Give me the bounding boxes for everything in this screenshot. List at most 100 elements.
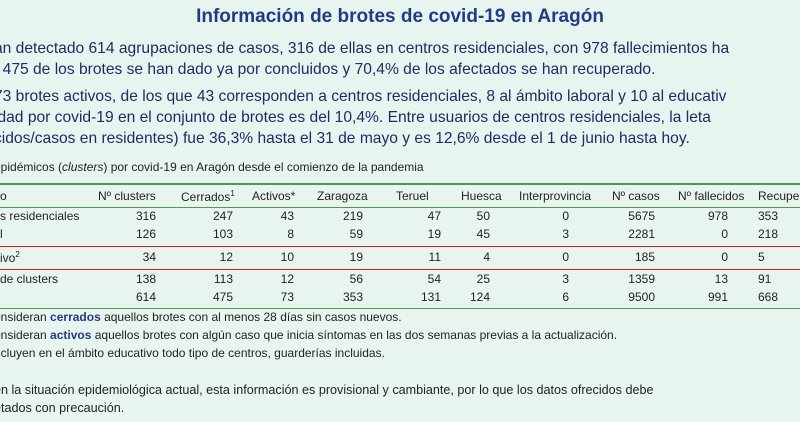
cell-zaragoza: 59 — [349, 227, 363, 241]
table-bottom-rule — [0, 308, 800, 309]
page-title: Información de brotes de covid-19 en Ara… — [196, 6, 604, 27]
header-huesca: Huesca — [461, 189, 502, 203]
disclaimer: en la situación epidemiológica actual, e… — [0, 381, 653, 417]
intro-line: . 475 de los brotes se han dado ya por c… — [0, 61, 656, 78]
cell-interprovincia: 3 — [562, 227, 569, 241]
cell-cerrados: 247 — [212, 209, 233, 223]
cell-casos: 1359 — [628, 272, 655, 286]
cell-fallecidos: 0 — [721, 250, 728, 264]
header-teruel: Teruel — [396, 189, 429, 203]
table-row-total: 614 475 73 353 131 124 6 9500 991 668 — [0, 290, 800, 307]
intro-line: idad por covid-19 en el conjunto de brot… — [0, 109, 711, 126]
footnote-2-marker: 2 — [15, 250, 20, 259]
cell-cerrados: 475 — [212, 290, 233, 304]
table-row: de clusters 138 113 12 56 54 25 3 1359 1… — [0, 272, 800, 289]
cell-recuperados: 91 — [758, 272, 772, 286]
note-text: onsideran — [0, 310, 47, 324]
disclaimer-line: etados con precaución. — [0, 401, 125, 415]
header-recuperados: Recupe — [758, 189, 800, 203]
cell-interprovincia: 6 — [562, 290, 569, 304]
disclaimer-line: en la situación epidemiológica actual, e… — [0, 383, 654, 397]
row-separator — [0, 246, 800, 247]
cell-activos: 12 — [280, 272, 294, 286]
header-cerrados-label: Cerrados — [181, 190, 231, 204]
header-type: o — [0, 189, 7, 203]
cell-huesca: 4 — [483, 250, 490, 264]
cell-recuperados: 353 — [758, 209, 779, 223]
cell-activos: 73 — [280, 290, 294, 304]
row-label: de clusters — [0, 272, 59, 286]
note-bold: activos — [50, 328, 92, 342]
cell-cerrados: 12 — [219, 250, 233, 264]
cell-cerrados: 113 — [213, 272, 233, 286]
cell-huesca: 45 — [476, 227, 490, 241]
cell-teruel: 11 — [428, 250, 441, 264]
cell-clusters: 126 — [135, 227, 156, 241]
row-separator — [0, 269, 800, 270]
cell-clusters: 138 — [135, 272, 156, 286]
cell-cerrados: 103 — [212, 227, 233, 241]
cell-teruel: 131 — [420, 290, 441, 304]
header-fallecidos: Nº fallecidos — [678, 189, 745, 203]
cell-clusters: 34 — [142, 250, 156, 264]
header-interprovincia: Interprovincia — [519, 189, 592, 203]
intro-paragraph-1: an detectado 614 agrupaciones de casos, … — [0, 38, 800, 80]
note-text: aquellos brotes con algún caso que inici… — [91, 328, 618, 342]
table-header: o Nº clusters Cerrados1 Activos* Zaragoz… — [0, 183, 800, 208]
caption-text: ) por covid-19 en Aragón desde el comien… — [103, 160, 424, 174]
cell-huesca: 124 — [469, 290, 490, 304]
table-row: ivo2 34 12 10 19 11 4 0 185 0 5 — [0, 250, 800, 267]
cell-recuperados: 668 — [758, 290, 779, 304]
table-row: l 126 103 8 59 19 45 3 2281 0 218 — [0, 227, 800, 244]
cell-interprovincia: 0 — [562, 250, 569, 264]
table-row: s residenciales 316 247 43 219 47 50 0 5… — [0, 209, 800, 226]
intro-line: an detectado 614 agrupaciones de casos, … — [0, 40, 730, 57]
cell-clusters: 316 — [135, 209, 156, 223]
footnote-2: onsideran activos aquellos brotes con al… — [0, 328, 617, 342]
cell-activos: 10 — [280, 250, 294, 264]
cell-interprovincia: 0 — [562, 209, 569, 223]
cell-fallecidos: 0 — [721, 227, 728, 241]
intro-line: cidos/casos en residentes) fue 36,3% has… — [0, 130, 690, 147]
cell-fallecidos: 13 — [714, 272, 728, 286]
cell-zaragoza: 56 — [349, 272, 363, 286]
note-bold: cerrados — [50, 310, 101, 324]
footnote-3: ncluyen en el ámbito educativo todo tipo… — [0, 346, 385, 360]
cell-clusters: 614 — [135, 290, 156, 304]
cell-fallecidos: 991 — [707, 290, 728, 304]
note-text: aquellos brotes con al menos 28 días sin… — [100, 310, 402, 324]
cell-huesca: 50 — [476, 209, 490, 223]
footnote-1-marker: 1 — [230, 189, 235, 198]
note-text: ncluyen en el ámbito educativo todo tipo… — [0, 346, 385, 360]
cell-teruel: 54 — [427, 272, 441, 286]
intro-line: 73 brotes activos, de los que 43 corresp… — [0, 88, 727, 105]
intro-paragraph-2: 73 brotes activos, de los que 43 corresp… — [0, 86, 800, 149]
cell-zaragoza: 219 — [342, 209, 363, 223]
cell-interprovincia: 3 — [562, 272, 569, 286]
cell-huesca: 25 — [476, 272, 490, 286]
caption-italic: clusters — [62, 160, 104, 174]
cell-zaragoza: 353 — [342, 290, 363, 304]
cell-activos: 8 — [287, 227, 294, 241]
caption-text: epidémicos ( — [0, 160, 63, 174]
footnote-1: onsideran cerrados aquellos brotes con a… — [0, 310, 402, 324]
cell-casos: 5675 — [628, 209, 655, 223]
table-caption: epidémicos (clusters) por covid-19 en Ar… — [0, 160, 424, 174]
header-cerrados: Cerrados1 — [181, 189, 235, 204]
cell-zaragoza: 19 — [349, 250, 363, 264]
cell-casos: 185 — [634, 250, 655, 264]
note-text: onsideran — [0, 328, 47, 342]
cell-recuperados: 5 — [758, 250, 765, 264]
cell-casos: 2281 — [628, 227, 655, 241]
row-label: s residenciales — [0, 209, 80, 223]
cell-teruel: 19 — [427, 227, 441, 241]
cell-activos: 43 — [280, 209, 294, 223]
cell-recuperados: 218 — [758, 227, 779, 241]
row-label: ivo2 — [0, 250, 20, 265]
row-label-text: ivo — [0, 251, 16, 265]
header-casos: Nº casos — [612, 189, 660, 203]
cell-casos: 9500 — [628, 290, 655, 304]
header-clusters: Nº clusters — [98, 189, 156, 203]
header-activos: Activos* — [252, 189, 296, 203]
cell-teruel: 47 — [427, 209, 441, 223]
